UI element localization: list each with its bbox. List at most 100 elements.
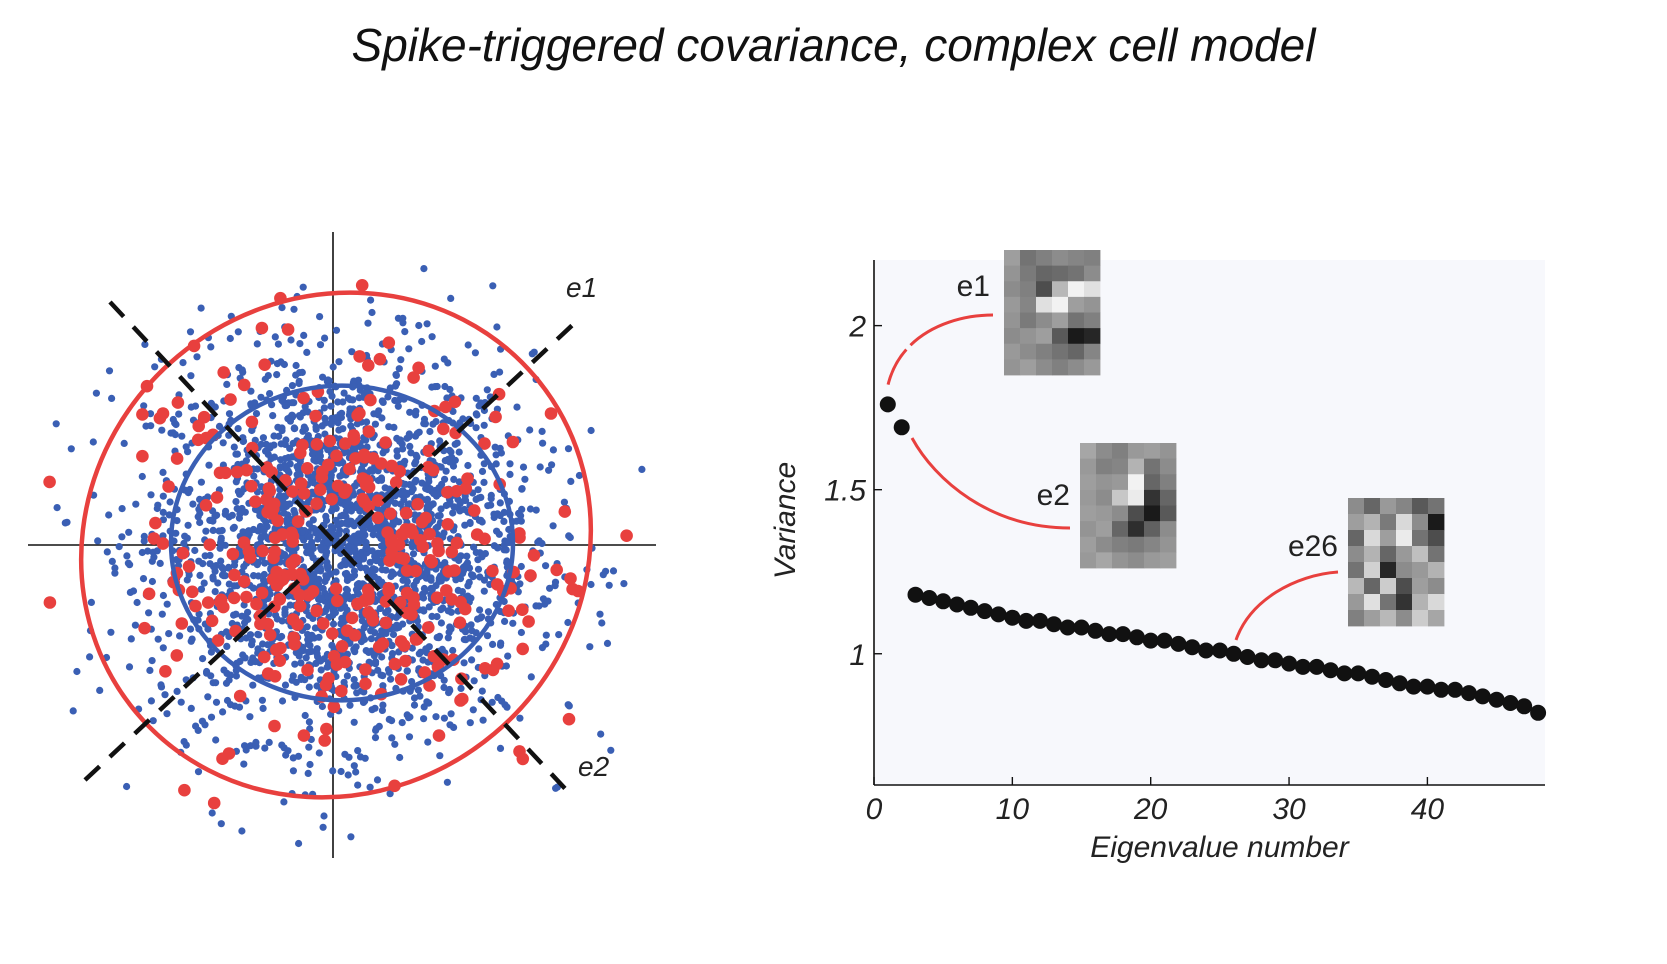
spike-triggered-point <box>468 504 481 517</box>
eigenvalue-plot-ticks <box>873 324 1429 785</box>
raw-stimulus-point <box>387 572 395 581</box>
spike-triggered-point <box>566 582 579 596</box>
eigenvector-insets <box>1004 250 1445 627</box>
inset-pixel <box>1096 536 1113 553</box>
raw-stimulus-point <box>350 682 358 690</box>
raw-stimulus-point <box>187 403 195 411</box>
raw-stimulus-point <box>234 328 242 336</box>
raw-stimulus-point <box>354 781 362 789</box>
raw-stimulus-point <box>526 505 535 513</box>
connector-e26 <box>1234 570 1339 641</box>
raw-stimulus-point <box>366 783 374 791</box>
eigenvector-e2-axis <box>108 300 574 798</box>
raw-stimulus-point <box>560 498 569 506</box>
raw-stimulus-point <box>179 359 187 367</box>
spike-triggered-point <box>319 678 333 692</box>
raw-stimulus-point <box>391 740 399 748</box>
raw-stimulus-point <box>299 643 307 651</box>
raw-stimulus-point <box>393 452 401 460</box>
x-tick-label: 30 <box>1272 793 1306 826</box>
eigenvalue-point <box>1281 655 1298 672</box>
inset-pixel <box>1396 514 1413 531</box>
raw-stimulus-point <box>186 625 195 633</box>
spike-triggered-point <box>245 479 258 493</box>
raw-stimulus-point <box>266 590 274 598</box>
raw-stimulus-point <box>147 697 155 705</box>
spike-triggered-point <box>373 352 387 366</box>
raw-stimulus-point <box>382 566 390 574</box>
raw-stimulus-point <box>474 556 482 564</box>
raw-stimulus-point <box>460 659 468 667</box>
raw-stimulus-point <box>281 681 290 689</box>
inset-pixel <box>1020 359 1037 376</box>
inset-pixel <box>1096 489 1113 506</box>
inset-pixel <box>1144 552 1161 569</box>
raw-stimulus-point <box>301 711 309 720</box>
raw-stimulus-point <box>455 448 463 456</box>
raw-stimulus-point <box>472 394 480 402</box>
spike-triggered-point <box>214 593 228 607</box>
raw-stimulus-point <box>372 658 380 666</box>
eigenvalue-point <box>1474 688 1491 705</box>
raw-stimulus-point <box>184 521 192 529</box>
spike-triggered-point <box>186 585 199 599</box>
inset-pixel <box>1080 474 1097 491</box>
eigenvalue-point <box>976 603 993 620</box>
spike-triggered-point <box>291 515 305 528</box>
spike-triggered-point <box>331 479 345 493</box>
raw-stimulus-point <box>261 375 269 383</box>
spike-triggered-point <box>432 729 446 742</box>
raw-stimulus-point <box>219 439 227 447</box>
raw-stimulus-point <box>368 547 376 555</box>
raw-stimulus-point <box>239 437 248 445</box>
eigenvalue-point <box>1142 632 1159 649</box>
raw-stimulus-point <box>267 455 275 463</box>
y-tick-label: 2 <box>848 311 866 344</box>
spike-triggered-point <box>136 408 149 421</box>
inset-pixel <box>1412 594 1429 611</box>
eigenvalue-point <box>1267 652 1284 669</box>
raw-stimulus-point <box>366 558 374 566</box>
raw-stimulus-point <box>438 480 446 488</box>
spike-triggered-point <box>294 446 307 460</box>
inset-pixel <box>1036 312 1053 329</box>
raw-stimulus-point <box>144 547 152 555</box>
spike-triggered-point <box>147 532 161 545</box>
raw-stimulus-point <box>236 490 244 498</box>
inset-pixel <box>1128 474 1145 491</box>
inset-pixel <box>1112 521 1129 538</box>
raw-stimulus-point <box>393 624 401 632</box>
raw-stimulus-point <box>516 580 524 588</box>
raw-stimulus-point <box>620 580 628 588</box>
raw-stimulus-point <box>204 693 212 701</box>
raw-stimulus-point <box>96 686 104 695</box>
eigenvalue-point <box>1004 609 1021 626</box>
eigenvalue-point <box>990 606 1007 623</box>
spike-triggered-point <box>255 586 269 600</box>
raw-stimulus-point <box>276 464 284 472</box>
raw-stimulus-point <box>158 610 166 618</box>
inset-pixel <box>1020 312 1037 329</box>
spike-triggered-point <box>335 640 349 653</box>
raw-stimulus-point <box>288 382 296 390</box>
raw-stimulus-point <box>518 485 526 493</box>
raw-stimulus-point <box>516 714 524 722</box>
raw-stimulus-point <box>468 571 476 579</box>
raw-stimulus-point <box>363 544 371 552</box>
raw-stimulus-point <box>196 518 204 527</box>
raw-stimulus-point <box>248 426 256 435</box>
inset-pixel <box>1096 474 1113 491</box>
eigenvalue-point <box>1308 658 1325 675</box>
raw-stimulus-point <box>447 448 455 456</box>
spike-triggered-point <box>228 568 241 582</box>
spike-triggered-ellipse <box>78 290 594 800</box>
raw-stimulus-point <box>258 696 266 704</box>
raw-stimulus-point <box>286 601 294 609</box>
inset-pixel <box>1084 312 1101 329</box>
raw-stimulus-point <box>423 503 431 511</box>
inset-pixel <box>1364 530 1381 547</box>
raw-stimulus-point <box>455 478 463 486</box>
raw-stimulus-point <box>287 336 295 344</box>
raw-stimulus-point <box>223 696 232 705</box>
raw-stimulus-point <box>470 677 478 685</box>
